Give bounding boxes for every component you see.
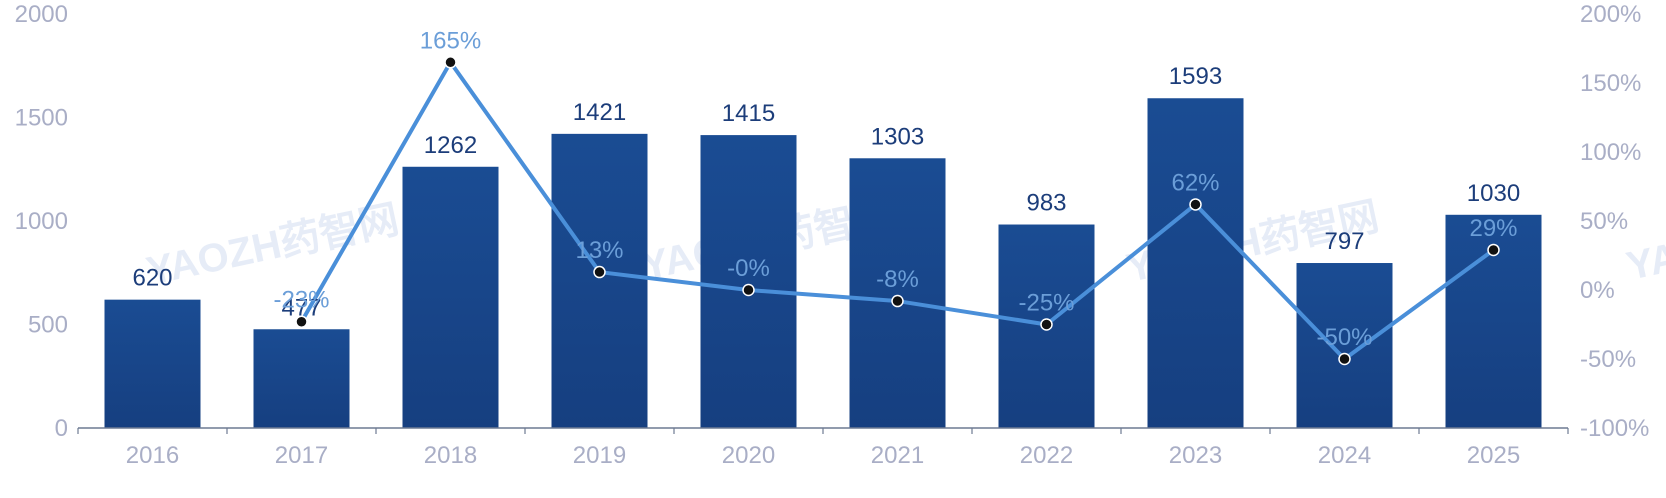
y-right-tick-label: 50% [1580, 208, 1628, 235]
bar-value-label: 1262 [424, 132, 477, 159]
growth-value-label: -0% [727, 255, 770, 282]
x-tick-label: 2025 [1467, 442, 1520, 469]
growth-point [742, 283, 755, 297]
bar-value-label: 1593 [1169, 63, 1222, 90]
bar-2021 [849, 158, 946, 429]
growth-point [891, 294, 904, 308]
growth-line-series [295, 56, 1500, 366]
bar-2020 [700, 135, 797, 428]
bar-2023 [1147, 98, 1244, 429]
growth-value-label: -50% [1316, 324, 1372, 351]
y-left-tick-label: 500 [28, 312, 68, 339]
bar-value-label: 477 [281, 294, 321, 321]
x-tick-label: 2023 [1169, 442, 1222, 469]
svg-text:YAOZH药智网: YAOZH药智网 [1623, 192, 1666, 288]
growth-value-label: -25% [1018, 290, 1074, 317]
y-right-tick-label: 200% [1580, 1, 1641, 28]
bar-2019 [551, 133, 648, 428]
x-tick-label: 2024 [1318, 442, 1371, 469]
bar-value-label: 1415 [722, 100, 775, 127]
growth-value-label: -23% [273, 287, 329, 314]
y-right-tick-label: -50% [1580, 346, 1636, 373]
growth-point [1338, 352, 1351, 366]
y-left-tick-label: 1000 [15, 208, 68, 235]
growth-value-label: 165% [420, 27, 481, 54]
y-right-tick-label: 0% [1580, 277, 1615, 304]
y-right-tick-label: -100% [1580, 415, 1649, 442]
watermark: YAOZH药智网 [1623, 192, 1666, 288]
bar-2024 [1296, 263, 1393, 428]
y-axis-left: 0 500 1000 1500 2000 [15, 1, 68, 442]
x-tick-label: 2020 [722, 442, 775, 469]
y-right-tick-label: 100% [1580, 139, 1641, 166]
bar-2018 [402, 166, 499, 429]
x-tick-label: 2019 [573, 442, 626, 469]
bar-value-label: 1030 [1467, 180, 1520, 207]
y-axis-right: -100% -50% 0% 50% 100% 150% 200% [1580, 1, 1649, 442]
growth-value-label: 62% [1171, 169, 1219, 196]
bar-value-label: 620 [132, 265, 172, 292]
growth-value-label: -8% [876, 266, 919, 293]
growth-point [295, 315, 308, 328]
x-tick-label: 2016 [126, 442, 179, 469]
growth-point [1189, 198, 1202, 211]
bar-value-labels: 620 477 1262 1421 1415 1303 983 1593 797 1030 [132, 63, 1520, 321]
bar-value-label: 1421 [573, 99, 626, 126]
growth-value-labels: -23% 165% 13% -0% -8% -25% 62% -50% 29% [273, 27, 1517, 351]
x-axis-ticks: 2016 2017 2018 2019 2020 2021 2022 2023 2024 2025 [77, 428, 1569, 469]
growth-point [1040, 318, 1053, 331]
growth-value-label: 13% [575, 237, 623, 264]
bar-2016 [104, 299, 201, 428]
bar-value-label: 1303 [871, 123, 924, 150]
growth-point [444, 56, 457, 69]
bar-value-label: 983 [1026, 190, 1066, 217]
y-left-tick-label: 1500 [15, 105, 68, 132]
y-left-tick-label: 2000 [15, 1, 68, 28]
x-tick-label: 2017 [275, 442, 328, 469]
bar-series [104, 98, 1542, 429]
growth-point [593, 265, 606, 279]
y-right-tick-label: 150% [1580, 70, 1641, 97]
growth-point [1487, 243, 1500, 257]
y-left-tick-label: 0 [55, 415, 68, 442]
growth-value-label: 29% [1469, 215, 1517, 242]
x-tick-label: 2021 [871, 442, 924, 469]
bar-value-label: 797 [1324, 228, 1364, 255]
x-tick-label: 2018 [424, 442, 477, 469]
x-tick-label: 2022 [1020, 442, 1073, 469]
bar-2017 [253, 329, 350, 428]
